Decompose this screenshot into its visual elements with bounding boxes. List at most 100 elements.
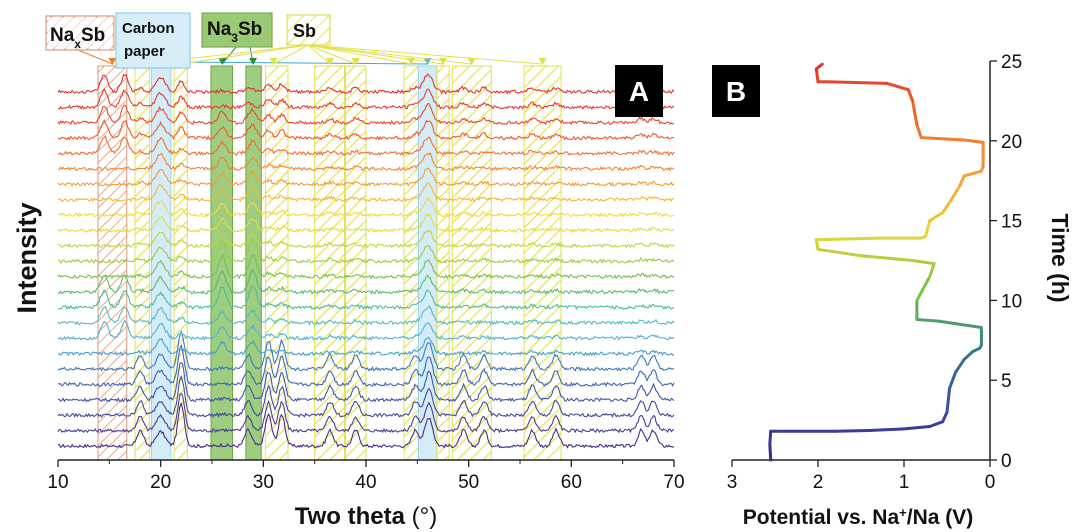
- b-x-axis-title: Potential vs. Na+/Na (V): [743, 505, 974, 530]
- xrd-pattern-22: [57, 102, 675, 126]
- legend-pointer-head: [249, 58, 258, 65]
- xrd-pattern-3: [57, 374, 675, 419]
- legend-pointer: [77, 49, 113, 65]
- potential-segment: [941, 198, 953, 215]
- region-sb: [344, 65, 367, 461]
- b-x-tick-label: 2: [813, 472, 824, 493]
- xrd-pattern-14: [57, 229, 675, 249]
- svg-text:paper: paper: [124, 43, 165, 60]
- region-carbon-paper: [417, 65, 438, 461]
- potential-segment: [868, 427, 906, 432]
- legend-pointer: [167, 61, 428, 65]
- legend-pointer-head: [439, 58, 447, 65]
- a-xlabel-main: Two theta: [295, 503, 412, 530]
- xrd-pattern-16: [57, 196, 675, 218]
- panel-a-xrd: 10 20 30 40 50 60 70 Two theta (°) Intensity N…: [12, 12, 685, 530]
- potential-segment: [911, 259, 936, 266]
- potential-segment: [924, 219, 932, 239]
- legend-sb: Sb: [286, 14, 331, 46]
- a-x-tick-label: 20: [150, 472, 171, 493]
- legend-pointer-head: [351, 58, 360, 65]
- a-x-tick-label: 60: [561, 472, 582, 493]
- potential-segment: [915, 274, 932, 302]
- potential-segment: [814, 238, 820, 251]
- xrd-pattern-19: [57, 152, 675, 172]
- potential-segment: [814, 67, 820, 84]
- potential-segment: [859, 254, 915, 262]
- legend-pointer: [307, 44, 356, 65]
- xrd-pattern-2: [57, 392, 675, 434]
- a-x-ticks: 10 20 30 40 50 60 70: [47, 460, 685, 493]
- potential-segment: [816, 247, 863, 258]
- potential-segment: [948, 370, 958, 390]
- potential-segment: [768, 442, 773, 462]
- legend-pointer-head: [108, 58, 117, 65]
- xrd-pattern-5: [57, 343, 675, 388]
- panel-b-label: B: [726, 76, 746, 107]
- xrd-pattern-9: [57, 304, 675, 326]
- potential-segment: [954, 357, 966, 374]
- a-y-axis-title: Intensity: [12, 202, 42, 313]
- xrd-pattern-18: [57, 167, 675, 188]
- potential-segment: [928, 262, 936, 278]
- svg-text:Carbon: Carbon: [122, 20, 175, 37]
- potential-curve: [768, 62, 985, 462]
- xrd-pattern-17: [57, 182, 675, 203]
- potential-segment: [833, 428, 872, 433]
- legend-pointer: [307, 44, 412, 65]
- potential-segment: [928, 420, 945, 428]
- legend-pointer-head: [467, 58, 476, 65]
- panel-a-label-box: [615, 65, 663, 117]
- xrd-pattern-1: [57, 401, 675, 449]
- xrd-pattern-4: [57, 361, 675, 403]
- panel-b-label-box: [712, 65, 760, 117]
- xrd-pattern-10: [57, 285, 675, 311]
- b-x-tick-label: 3: [727, 472, 738, 493]
- potential-segment: [911, 99, 919, 127]
- potential-segment: [768, 429, 773, 446]
- potential-segment: [825, 80, 889, 85]
- potential-segment: [915, 318, 940, 323]
- xrd-pattern-21: [57, 118, 675, 141]
- b-x-tick-label: 0: [985, 472, 996, 493]
- potential-segment: [928, 211, 945, 223]
- xrd-pattern-6: [57, 329, 675, 372]
- legend-pointer: [307, 44, 543, 65]
- potential-segment: [915, 123, 923, 140]
- potential-segment: [962, 138, 985, 144]
- b-x-tick-label: 1: [899, 472, 910, 493]
- legend-pointer: [307, 44, 331, 65]
- region-sb: [403, 65, 419, 461]
- svg-text:Sb: Sb: [293, 21, 316, 41]
- potential-segment: [949, 183, 962, 202]
- potential-segment: [962, 169, 983, 178]
- xrd-pattern-15: [57, 212, 675, 234]
- xrd-patterns: [57, 73, 675, 449]
- a-x-tick-label: 70: [663, 472, 684, 493]
- legend-na3sb: Na3Sb: [201, 12, 273, 48]
- legend-pointer-head: [326, 58, 335, 65]
- a-x-tick-label: 50: [458, 472, 479, 493]
- b-y-tick-label: 15: [1001, 212, 1022, 233]
- phase-regions: [97, 65, 562, 461]
- legend-naxsb: NaxSb: [45, 15, 115, 51]
- potential-segment: [814, 236, 880, 242]
- legend-pointer: [273, 44, 309, 65]
- legend-pointer-head: [538, 58, 547, 65]
- legend-pointer: [307, 44, 472, 65]
- xrd-pattern-13: [57, 239, 675, 265]
- region-sb: [523, 65, 562, 461]
- potential-segment: [936, 319, 983, 330]
- b-y-tick-label: 25: [1001, 52, 1022, 73]
- potential-segment: [919, 136, 966, 142]
- b-y-tick-label: 0: [1001, 451, 1012, 472]
- xrd-pattern-12: [57, 253, 675, 280]
- b-x-ticks: 3 2 1 0: [727, 460, 996, 493]
- xrd-pattern-7: [57, 336, 675, 357]
- a-x-tick-label: 10: [47, 472, 68, 493]
- legend-pointer-head: [218, 58, 227, 65]
- potential-segment: [962, 349, 975, 361]
- potential-segment: [945, 386, 952, 414]
